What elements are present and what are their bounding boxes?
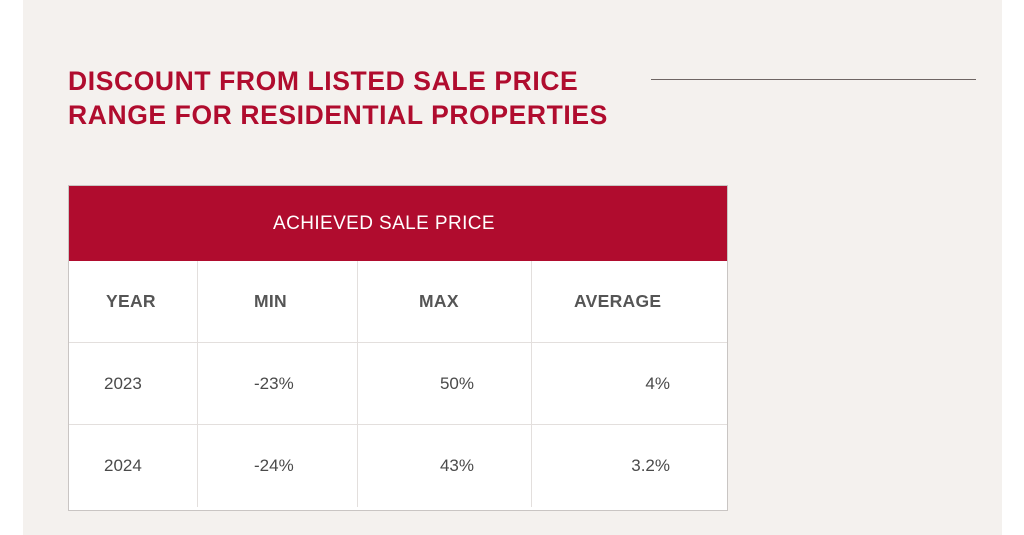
sale-price-table: ACHIEVED SALE PRICE YEAR MIN MAX AVERAGE… <box>68 185 728 511</box>
cell-year: 2024 <box>69 425 198 507</box>
cell-max: 43% <box>358 425 532 507</box>
page-title: DISCOUNT FROM LISTED SALE PRICE RANGE FO… <box>68 64 608 132</box>
cell-min: -23% <box>198 343 358 424</box>
cell-year: 2023 <box>69 343 198 424</box>
column-header-min: MIN <box>198 261 358 342</box>
column-header-max: MAX <box>358 261 532 342</box>
column-header-average: AVERAGE <box>574 291 662 311</box>
cell-average: 4% <box>645 373 670 393</box>
title-line-2: RANGE FOR RESIDENTIAL PROPERTIES <box>68 100 608 130</box>
table-header: ACHIEVED SALE PRICE <box>69 186 727 261</box>
cell-max: 50% <box>358 343 532 424</box>
cell-average: 3.2% <box>631 456 670 475</box>
cell-min: -24% <box>198 425 358 507</box>
title-line-1: DISCOUNT FROM LISTED SALE PRICE <box>68 66 579 96</box>
table-row: 2024 -24% 43% 3.2% <box>69 425 727 507</box>
table-row: 2023 -23% 50% 4% <box>69 343 727 425</box>
column-header-row: YEAR MIN MAX AVERAGE <box>69 261 727 343</box>
column-header-year: YEAR <box>69 261 198 342</box>
content-panel: DISCOUNT FROM LISTED SALE PRICE RANGE FO… <box>23 0 1002 535</box>
title-divider <box>651 79 976 80</box>
